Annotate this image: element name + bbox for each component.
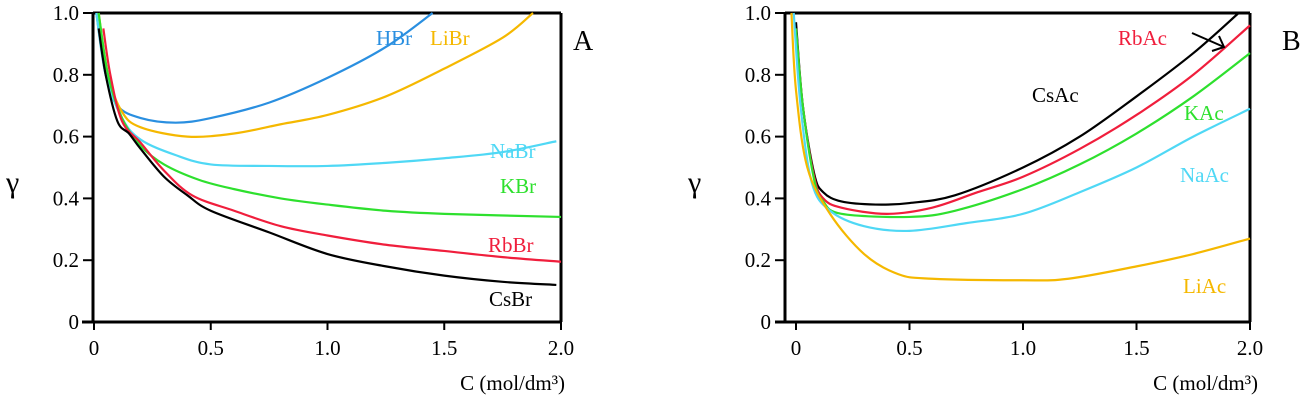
series-label-naac: NaAc (1180, 163, 1229, 187)
series-label-kac: KAc (1184, 101, 1224, 125)
series-label-rbac: RbAc (1118, 26, 1167, 50)
x-axis-label: C (mol/dm³) (460, 371, 565, 395)
y-tick-label: 1.0 (745, 1, 771, 25)
x-tick-label: 0.5 (198, 336, 224, 360)
series-label-libr: LiBr (430, 26, 470, 50)
y-tick-label: 0.8 (745, 63, 771, 87)
y-tick-label: 0.8 (53, 63, 79, 87)
y-tick-label: 0.2 (53, 248, 79, 272)
x-tick-label: 2.0 (548, 336, 574, 360)
series-line-csbr (97, 28, 557, 287)
y-tick-label: 0 (69, 310, 80, 334)
y-tick-label: 0 (761, 310, 772, 334)
series-label-rbbr: RbBr (488, 233, 534, 257)
x-tick-label: 1.0 (314, 336, 340, 360)
x-axis-label: C (mol/dm³) (1153, 371, 1258, 395)
panel-B: 0 0.2 0.4 0.6 0.8 1.0 0 0.5 1.0 1.5 2.0 C (mol/dm³)… (687, 1, 1301, 395)
series-line-rbbr (102, 28, 562, 263)
series-line-naac (792, 12, 1251, 233)
y-tick-label: 1.0 (53, 1, 79, 25)
x-tick-label: 0 (791, 336, 802, 360)
panel-label: A (573, 26, 594, 57)
y-tick-label: 0.6 (53, 125, 79, 149)
series-line-nabr (95, 12, 557, 168)
y-axis-label: γ (5, 166, 19, 199)
x-tick-label: 1.0 (1010, 336, 1036, 360)
series-label-liac: LiAc (1183, 274, 1226, 298)
series-label-kbr: KBr (500, 174, 536, 198)
series-line-liac (790, 12, 1251, 282)
series-label-nabr: NaBr (490, 139, 536, 163)
arrow-head-icon (1211, 35, 1226, 52)
series-label-csac: CsAc (1032, 83, 1079, 107)
y-tick-label: 0.6 (745, 125, 771, 149)
series-line-kbr (97, 12, 562, 219)
annotation-arrow (1191, 32, 1225, 48)
y-tick-label: 0.4 (53, 186, 80, 210)
x-tick-label: 0 (89, 336, 100, 360)
panel-A: 0 0.2 0.4 0.6 0.8 1.0 0 0.5 1.0 1.5 2.0 C (mol/dm³)… (5, 1, 594, 395)
x-tick-label: 1.5 (431, 336, 457, 360)
x-tick-label: 2.0 (1237, 336, 1263, 360)
series-line-csac (794, 12, 1240, 206)
y-tick-label: 0.2 (745, 248, 771, 272)
x-tick-label: 0.5 (896, 336, 922, 360)
series-line-kac (794, 28, 1251, 219)
series-line-libr (97, 12, 534, 138)
y-axis-label: γ (687, 166, 701, 199)
y-tick-label: 0.4 (745, 186, 772, 210)
panel-label: B (1282, 26, 1301, 57)
x-tick-label: 1.5 (1123, 336, 1149, 360)
series-label-csbr: CsBr (489, 287, 532, 311)
series-label-hbr: HBr (376, 26, 412, 50)
